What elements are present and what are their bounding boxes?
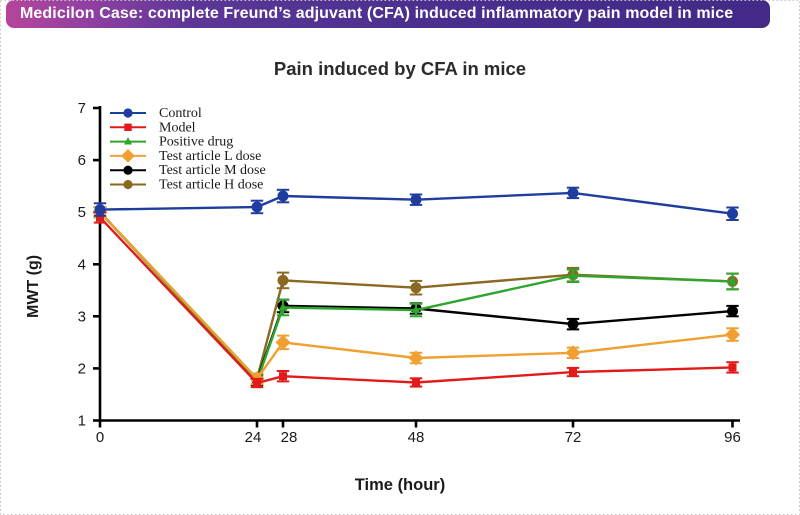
svg-text:Control: Control [159, 106, 202, 121]
svg-text:Test article H dose: Test article H dose [159, 178, 263, 193]
svg-text:Model: Model [159, 120, 196, 135]
svg-text:24: 24 [245, 429, 262, 446]
svg-text:6: 6 [78, 152, 86, 169]
svg-text:0: 0 [96, 429, 104, 446]
svg-text:4: 4 [78, 256, 86, 273]
svg-text:2: 2 [78, 360, 86, 377]
svg-text:28: 28 [281, 429, 298, 446]
svg-text:Positive drug: Positive drug [159, 135, 233, 150]
svg-text:Test article L dose: Test article L dose [159, 149, 261, 164]
svg-text:7: 7 [78, 100, 86, 117]
svg-text:1: 1 [78, 413, 86, 430]
svg-text:48: 48 [408, 429, 425, 446]
svg-text:5: 5 [78, 204, 86, 221]
svg-text:3: 3 [78, 308, 86, 325]
svg-text:72: 72 [565, 429, 582, 446]
svg-text:96: 96 [724, 429, 741, 446]
svg-text:Test article M dose: Test article M dose [159, 163, 266, 178]
